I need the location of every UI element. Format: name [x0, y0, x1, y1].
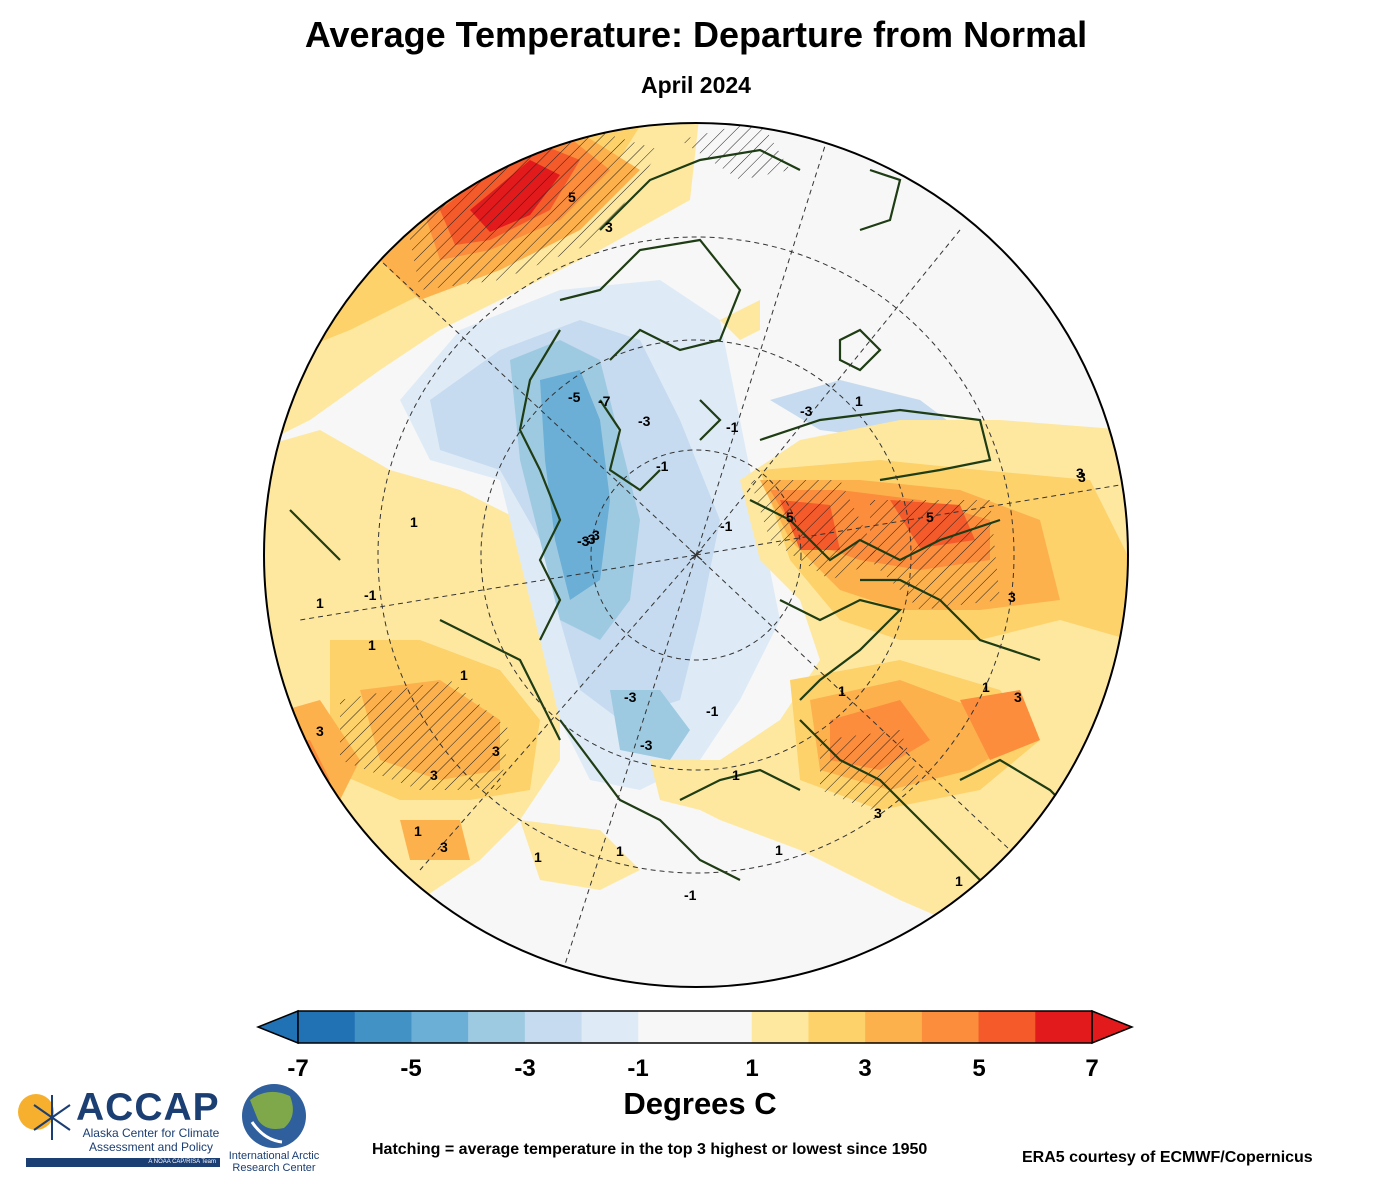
contour-label: 3: [492, 743, 500, 759]
contour-label: -1: [364, 587, 377, 603]
contour-label: -5: [568, 389, 581, 405]
accap-logo: [18, 1094, 71, 1140]
contour-label: -3: [638, 413, 651, 429]
iarc-name: International Arctic Research Center: [228, 1150, 320, 1174]
contour-label: 1: [414, 823, 422, 839]
coastlines: [289, 148, 1081, 901]
colorbar-cell: [298, 1011, 356, 1043]
data-credit: ERA5 courtesy of ECMWF/Copernicus: [1022, 1149, 1313, 1166]
contour-label: -1: [720, 518, 733, 534]
contour-label: -3: [583, 531, 596, 547]
contour-label: 3: [316, 723, 324, 739]
contour-label: -3: [800, 403, 813, 419]
contour-labels: 5 3 -5 -7 -3 -1 1 3 5 5 3 1 -3 -3 -1 -1 …: [316, 189, 1086, 903]
colorbar-tick: 1: [745, 1055, 759, 1082]
colorbar-tick: -3: [514, 1055, 536, 1082]
colorbar-tick: -7: [287, 1055, 309, 1082]
colorbar-cell: [695, 1011, 753, 1043]
graticule: [299, 129, 1121, 981]
map-boundary: [263, 122, 1129, 988]
contour-label: -1: [656, 458, 669, 474]
colorbar-over-arrow: [1091, 1009, 1135, 1045]
contour-label: 3: [1076, 465, 1084, 481]
colorbar-cell: [808, 1011, 866, 1043]
colorbar-cell: [921, 1011, 980, 1043]
contour-label: 3: [874, 805, 882, 821]
contour-label: 1: [838, 683, 846, 699]
contour-label: 1: [410, 514, 418, 530]
colorbar-cell: [524, 1011, 583, 1043]
contour-label: -7: [598, 393, 611, 409]
contour-label: 3: [1014, 689, 1022, 705]
accap-full-name: Alaska Center for Climate Assessment and…: [82, 1126, 220, 1154]
contour-label: 3: [1078, 469, 1086, 485]
map-subtitle: April 2024: [641, 72, 751, 98]
colorbar-cell: [468, 1011, 526, 1043]
contour-label: -1: [726, 419, 739, 435]
contour-label: 1: [955, 873, 963, 889]
colorbar-cell: [751, 1011, 809, 1043]
colorbar: [255, 1009, 1135, 1045]
contour-label: 1: [534, 849, 542, 865]
colorbar-cell: [354, 1011, 412, 1043]
contour-label: 1: [775, 842, 783, 858]
colorbar-tick: -1: [627, 1055, 649, 1082]
contour-label: 1: [316, 595, 324, 611]
contour-label: 3: [430, 767, 438, 783]
contour-label: 1: [982, 679, 990, 695]
contour-label: 3: [440, 839, 448, 855]
colorbar-label: Degrees C: [623, 1086, 777, 1121]
colorbar-under-arrow: [255, 1009, 299, 1045]
iarc-logo: [242, 1084, 306, 1148]
contour-label: 1: [616, 843, 624, 859]
contour-label: 3: [592, 527, 600, 543]
contour-label: 1: [368, 637, 376, 653]
colorbar-tick: 5: [972, 1055, 986, 1082]
accap-name: ACCAP: [76, 1086, 220, 1129]
contour-label: -3: [640, 737, 653, 753]
colorbar-cell: [1035, 1011, 1093, 1043]
map-title: Average Temperature: Departure from Norm…: [304, 14, 1088, 55]
colorbar-tick: 3: [858, 1055, 872, 1082]
anomaly-field: [264, 123, 1128, 987]
contour-label: 5: [926, 509, 934, 525]
contour-label: 5: [786, 509, 794, 525]
contour-label: 1: [855, 393, 863, 409]
contour-label: 1: [732, 767, 740, 783]
colorbar-cell: [978, 1011, 1036, 1043]
contour-label: 3: [605, 219, 613, 235]
colorbar-cell: [638, 1011, 696, 1043]
contour-label: -1: [684, 887, 697, 903]
accap-tagline: A NOAA CAP/RISA Team: [26, 1158, 220, 1167]
contour-label: 3: [1008, 589, 1016, 605]
contour-label: 5: [568, 189, 576, 205]
colorbar-tick: 7: [1085, 1055, 1099, 1082]
contour-label: 1: [460, 667, 468, 683]
colorbar-cell: [865, 1011, 923, 1043]
hatching-note: Hatching = average temperature in the to…: [372, 1141, 928, 1158]
contour-label: -1: [706, 703, 719, 719]
colorbar-cell: [411, 1011, 469, 1043]
contour-label: -3: [577, 533, 590, 549]
colorbar-tick: -5: [400, 1055, 422, 1082]
contour-label: -3: [624, 689, 637, 705]
colorbar-cell: [581, 1011, 639, 1043]
